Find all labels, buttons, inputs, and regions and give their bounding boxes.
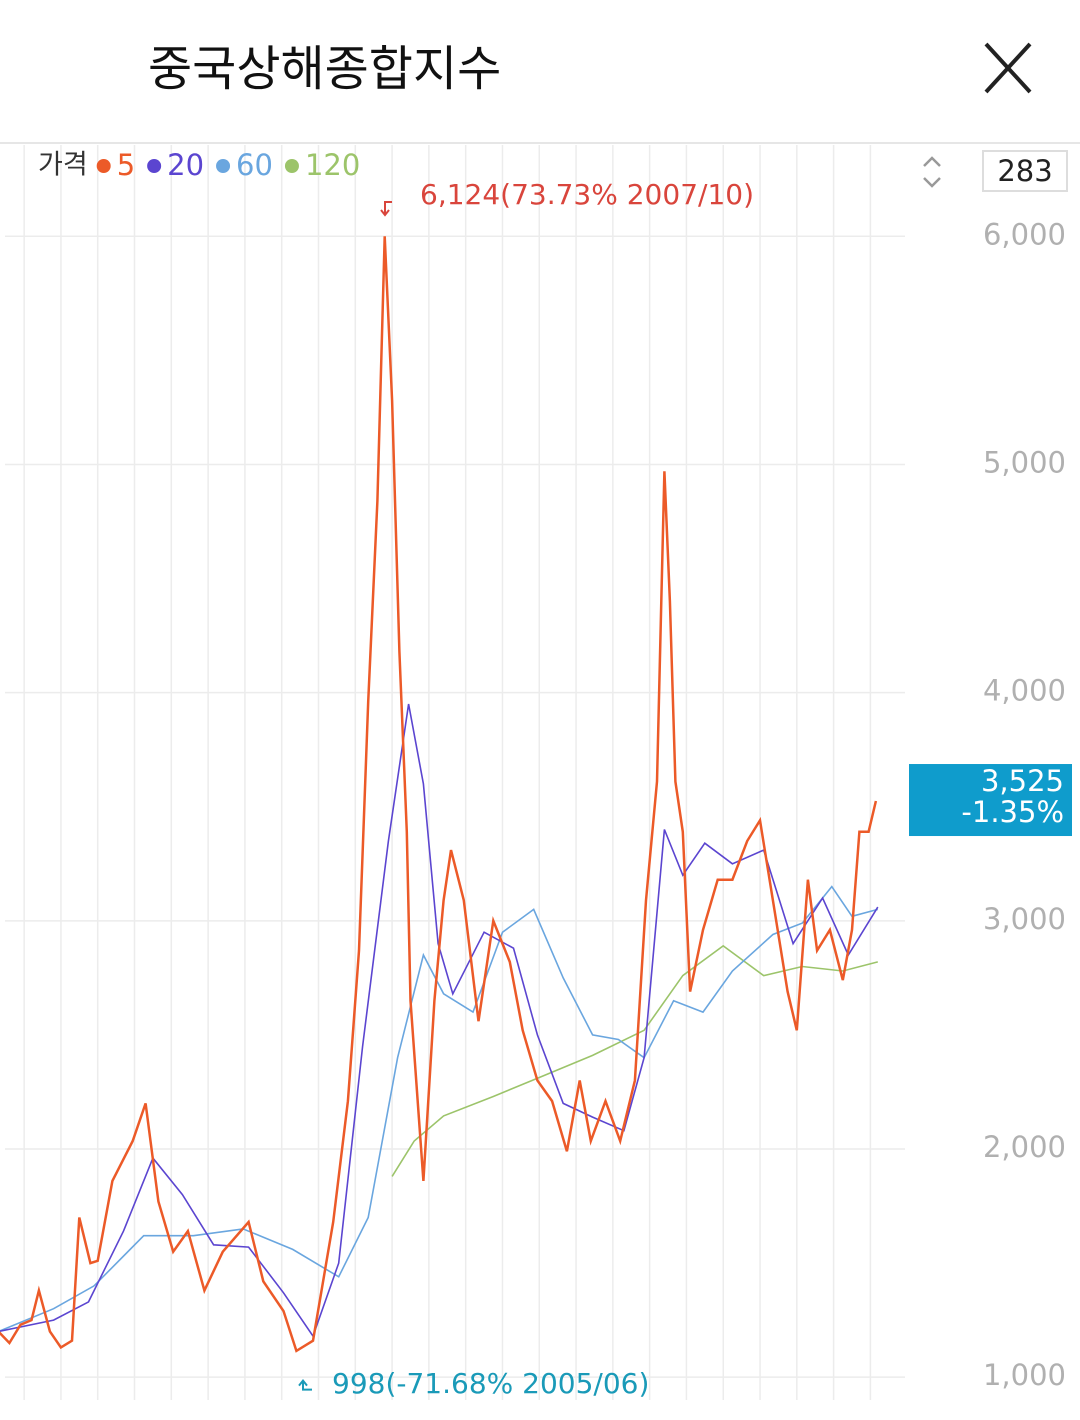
counter: 283	[997, 154, 1052, 188]
low-marker	[298, 1379, 312, 1391]
legend-label: 20	[167, 148, 204, 182]
scroll-arrows[interactable]	[923, 156, 941, 188]
legend-label: 60	[236, 148, 273, 182]
counter-box[interactable]	[982, 150, 1068, 192]
y-tick-label: 4,000	[983, 674, 1066, 708]
current-change: -1.35%	[961, 795, 1064, 829]
series-line	[0, 703, 879, 1338]
title: 중국상해종합지수	[148, 41, 501, 97]
series-line	[0, 236, 878, 1353]
legend-dot	[284, 159, 299, 173]
legend-dot	[96, 159, 111, 173]
y-tick-label: 6,000	[983, 217, 1066, 251]
current-box	[909, 764, 1072, 837]
high-marker	[380, 200, 392, 217]
close-button[interactable]	[984, 42, 1032, 94]
y-tick-label: 1,000	[983, 1358, 1066, 1392]
legend-dot	[216, 159, 231, 173]
y-tick-label: 5,000	[983, 445, 1066, 479]
legend-title: 가격	[38, 150, 88, 181]
series-line	[0, 885, 879, 1332]
current-value: 3,525	[981, 764, 1064, 798]
legend-label: 120	[305, 148, 360, 182]
low-label: 998(-71.68% 2005/06)	[332, 1367, 649, 1400]
high-label: 6,124(73.73% 2007/10)	[420, 178, 754, 211]
legend-dot	[147, 159, 162, 173]
legend-label: 5	[117, 148, 135, 182]
y-tick-label: 2,000	[983, 1130, 1066, 1164]
y-tick-label: 3,000	[983, 902, 1066, 936]
